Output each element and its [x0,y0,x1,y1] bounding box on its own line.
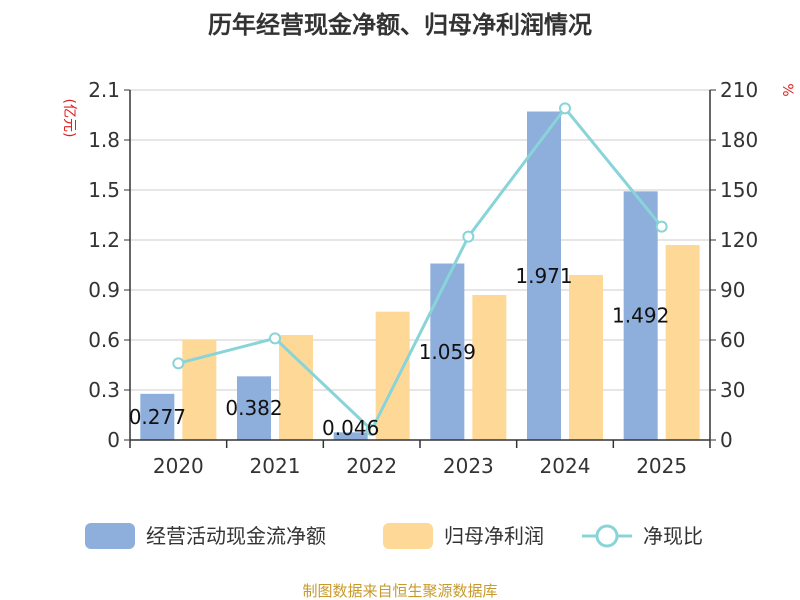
ratio-point [462,230,475,243]
data-label-cashflow: 1.492 [612,304,669,328]
x-axis-tick-label: 2023 [443,454,494,478]
data-label-cashflow: 0.277 [129,405,186,429]
right-axis-tick-label: 120 [720,228,758,252]
bar-cashflow [527,111,561,440]
left-axis-tick-label: 1.8 [88,128,120,152]
x-axis-tick-label: 2024 [540,454,591,478]
left-axis-tick-label: 2.1 [88,78,120,102]
x-axis-tick-label: 2025 [636,454,687,478]
grid-lines [130,89,710,391]
legend-item-ratio[interactable]: 净现比 [582,524,703,548]
footer-source: 制图数据来自恒生聚源数据库 [302,582,497,600]
ratio-point [365,424,378,436]
ratio-point [655,220,668,233]
legend-item-cashflow[interactable]: 经营活动现金流净额 [85,523,326,549]
bar-cashflow [430,263,465,440]
left-axis-tick-label: 0.9 [88,278,120,302]
left-axis-tick-label: 1.5 [88,178,120,202]
legend-marker-ratio [595,524,619,548]
x-axis-tick-label: 2020 [153,454,204,478]
left-axis-tick-label: 0 [107,428,120,452]
bar-cashflow [140,393,175,440]
left-axis-tick-label: 0.6 [88,328,120,352]
bar-net-profit [375,311,410,440]
bar-cashflow [623,191,658,440]
legend-label-ratio: 净现比 [643,524,703,548]
bar-net-profit [472,295,507,440]
data-label-cashflow: 1.971 [515,264,572,288]
ratio-point [269,332,281,345]
data-label-cashflow: 1.059 [419,340,476,364]
right-axis-tick-label: 150 [720,178,758,202]
right-axis-tick-label: 180 [720,128,758,152]
left-axis-tick-label: 1.2 [88,228,120,252]
right-axis-tick-label: 0 [720,428,733,452]
chart-title: 历年经营现金净额、归母净利润情况 [208,11,592,39]
bar-net-profit [569,275,603,440]
ratio-point [172,357,185,370]
legend-label-cashflow: 经营活动现金流净额 [146,524,326,548]
data-label-cashflow: 0.046 [322,416,379,440]
legend: 经营活动现金流净额 归母净利润 净现比 [85,523,703,549]
right-axis-tick-label: 30 [720,378,745,402]
x-axis-tick-label: 2021 [250,454,301,478]
ratio-point [559,102,571,115]
left-axis-tick-label: 0.3 [88,378,120,402]
right-axis-tick-label: 60 [720,328,745,352]
legend-swatch-net-profit [383,523,433,549]
legend-item-net-profit[interactable]: 归母净利润 [383,523,544,549]
data-labels: 0.277 0.382 0.046 1.059 1.971 1.492 [129,264,670,440]
x-axis-tick-label: 2022 [346,454,397,478]
bar-cashflow [333,432,368,440]
bar-net-profit [279,335,313,440]
ratio-line-layer [172,102,668,436]
bar-cashflow [237,376,271,440]
right-axis-unit: % [779,83,795,96]
bars [140,111,700,440]
right-axis-tick-label: 210 [720,78,758,102]
legend-label-net-profit: 归母净利润 [444,524,544,548]
axes: 0 0.3 0.6 0.9 1.2 1.5 1.8 2.1 0 30 60 90 120 150 180 21… [88,78,758,478]
ratio-line [177,105,663,433]
data-label-cashflow: 0.382 [225,396,282,420]
left-axis-unit: (亿元) [61,99,77,138]
bar-net-profit [665,245,700,440]
right-axis-tick-label: 90 [720,278,745,302]
legend-swatch-cashflow [85,523,135,549]
